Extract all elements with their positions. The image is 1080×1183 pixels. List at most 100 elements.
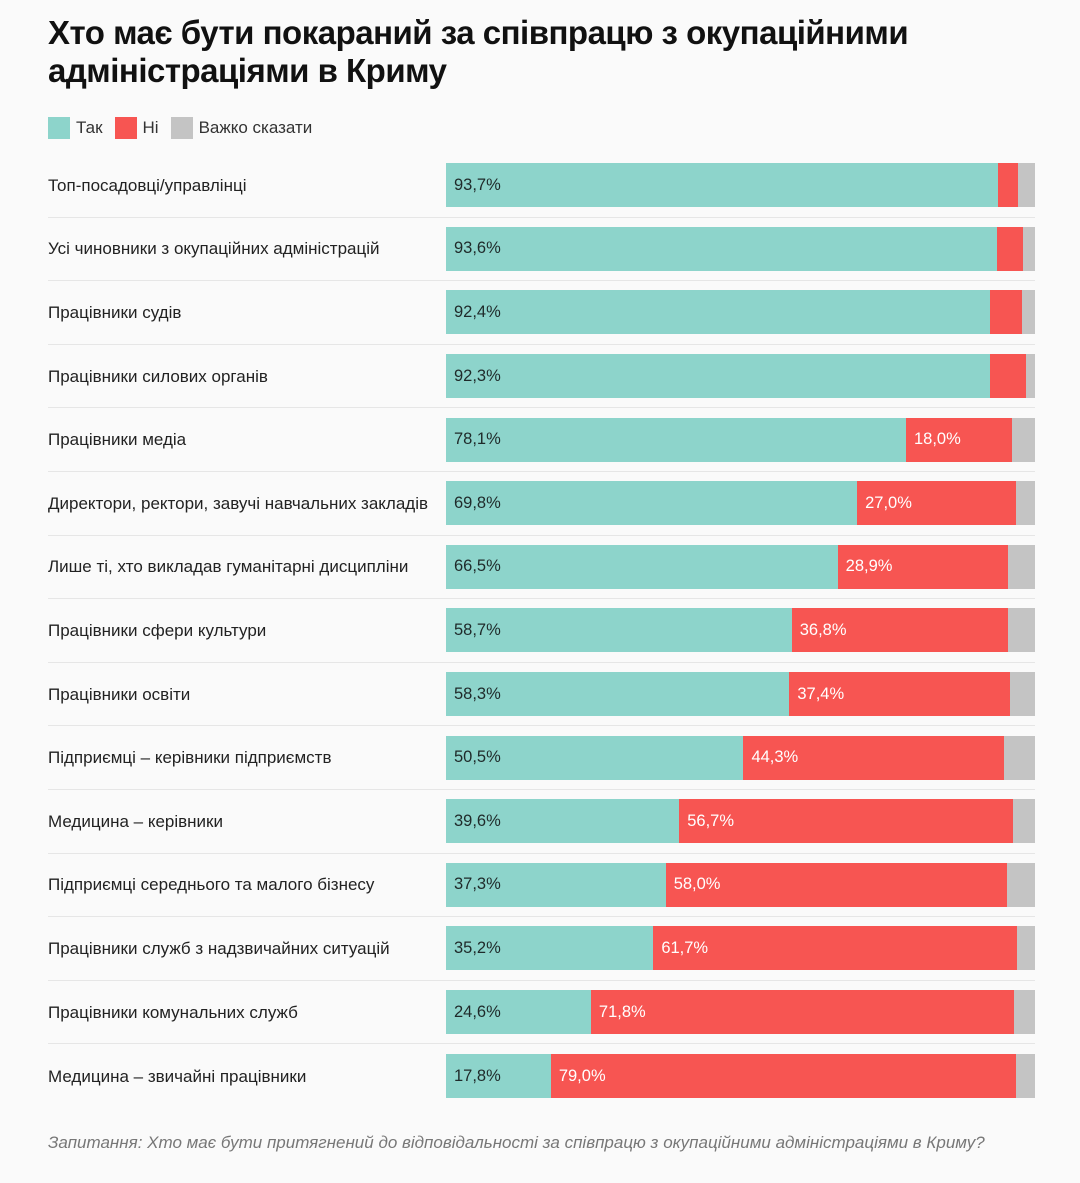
category-label: Працівники медіа (48, 430, 187, 450)
stacked-bar: 92,4% (446, 290, 1035, 335)
bar-segment-no (997, 163, 1018, 208)
bar-segment-no: 58,0% (665, 862, 1008, 907)
bar-segment-hard-to-say (1016, 481, 1035, 526)
legend: Так Ні Важко сказати (48, 117, 324, 139)
legend-label: Ні (142, 118, 159, 137)
data-label: 92,4% (454, 302, 501, 321)
data-label: 17,8% (454, 1066, 501, 1085)
bar-segment-no: 18,0% (906, 417, 1013, 462)
bar-segment-hard-to-say (1022, 290, 1035, 335)
chart-row: Працівники медіа 78,1% 18,0% (48, 408, 1035, 472)
bar-segment-no: 61,7% (653, 926, 1017, 971)
legend-item: Ні (114, 117, 159, 139)
stacked-bar: 50,5% 44,3% (446, 735, 1035, 780)
data-label: 92,3% (454, 366, 501, 385)
legend-label: Так (76, 118, 103, 137)
data-label: 58,0% (673, 875, 721, 894)
chart-row: Підприємці – керівники підприємств 50,5% 4… (48, 726, 1035, 790)
category-label: Усі чиновники з окупаційних адміністраці… (48, 239, 380, 259)
category-label: Підприємці середнього та малого бізнесу (48, 875, 375, 895)
bar-segment-no (990, 290, 1023, 335)
bar-segment-hard-to-say (1023, 226, 1035, 271)
bar-segment-no: 36,8% (791, 608, 1009, 653)
category-label: Працівники силових органів (48, 366, 268, 386)
data-label: 69,8% (454, 493, 501, 512)
category-label: Директори, ректори, завучі навчальних за… (48, 493, 429, 513)
data-label: 58,3% (454, 684, 501, 703)
bar-segment-hard-to-say (1025, 354, 1035, 399)
stacked-bar: 78,1% 18,0% (446, 417, 1035, 462)
bar-segment-no: 56,7% (679, 799, 1014, 844)
chart-row: Лише ті, хто викладав гуманітарні дисцип… (48, 536, 1035, 600)
bar-segment-hard-to-say (1013, 990, 1035, 1035)
category-label: Працівники сфери культури (48, 620, 267, 640)
data-label: 78,1% (454, 430, 501, 449)
legend-item: Важко сказати (170, 117, 313, 139)
bar-segment-no: 37,4% (789, 672, 1010, 717)
stacked-bar: 69,8% 27,0% (446, 481, 1035, 526)
bar-segment-yes: 24,6% (446, 990, 591, 1035)
chart-row: Директори, ректори, завучі навчальних за… (48, 472, 1035, 536)
category-label: Працівники служб з надзвичайних ситуацій (48, 938, 390, 958)
stacked-bar: 58,7% 36,8% (446, 608, 1035, 653)
stacked-bar: 58,3% 37,4% (446, 672, 1035, 717)
bar-segment-hard-to-say (1017, 163, 1035, 208)
chart-row: Медицина – керівники 39,6% 56,7% (48, 790, 1035, 854)
bar-segment-yes: 39,6% (446, 799, 680, 844)
category-label: Працівники освіти (48, 684, 191, 704)
bar-segment-hard-to-say (1016, 1054, 1035, 1099)
bar-segment-yes: 50,5% (446, 735, 744, 780)
bar-segment-yes: 92,3% (446, 354, 990, 399)
data-label: 66,5% (454, 557, 501, 576)
chart-rows: Топ-посадовці/управлінці 93,7% Усі чиновни… (48, 154, 1035, 1108)
data-label: 37,4% (797, 684, 845, 703)
chart-row: Усі чиновники з окупаційних адміністраці… (48, 218, 1035, 282)
bar-segment-no (997, 226, 1024, 271)
bar-segment-no: 27,0% (857, 481, 1017, 526)
bar-segment-hard-to-say (1012, 417, 1035, 462)
legend-label: Важко сказати (198, 118, 313, 137)
data-label: 50,5% (454, 748, 501, 767)
bar-segment-yes: 58,3% (446, 672, 790, 717)
data-label: 36,8% (799, 620, 847, 639)
data-label: 93,7% (454, 175, 501, 194)
chart-row: Працівники судів 92,4% (48, 281, 1035, 345)
chart-row: Працівники сфери культури 58,7% 36,8% (48, 599, 1035, 663)
bar-segment-no: 28,9% (837, 544, 1008, 589)
data-label: 24,6% (454, 1002, 501, 1021)
bar-segment-yes: 93,7% (446, 163, 998, 208)
chart-row: Працівники силових органів 92,3% (48, 345, 1035, 409)
bar-segment-hard-to-say (1007, 544, 1035, 589)
bar-segment-yes: 92,4% (446, 290, 991, 335)
bar-segment-hard-to-say (1016, 926, 1035, 971)
bar-segment-no: 79,0% (550, 1054, 1017, 1099)
bar-segment-hard-to-say (1007, 862, 1035, 907)
chart-row: Працівники освіти 58,3% 37,4% (48, 663, 1035, 727)
bar-segment-no: 44,3% (743, 735, 1005, 780)
data-label: 79,0% (558, 1066, 606, 1085)
data-label: 44,3% (751, 748, 799, 767)
bar-segment-yes: 58,7% (446, 608, 792, 653)
data-label: 71,8% (598, 1002, 646, 1021)
data-label: 37,3% (454, 875, 501, 894)
data-label: 27,0% (865, 493, 912, 512)
legend-item: Так (48, 117, 103, 139)
stacked-bar: 66,5% 28,9% (446, 544, 1035, 589)
bar-segment-hard-to-say (1013, 799, 1035, 844)
chart-row: Працівники служб з надзвичайних ситуацій… (48, 917, 1035, 981)
bar-segment-yes: 69,8% (446, 481, 858, 526)
bar-segment-hard-to-say (1004, 735, 1035, 780)
chart-row: Топ-посадовці/управлінці 93,7% (48, 154, 1035, 218)
data-label: 28,9% (845, 557, 893, 576)
footnote-question: Запитання: Хто має бути притягнений до в… (48, 1133, 985, 1152)
bar-segment-yes: 78,1% (446, 417, 906, 462)
stacked-bar: 93,6% (446, 226, 1035, 271)
stacked-bar: 93,7% (446, 163, 1035, 208)
chart-title: Хто має бути покараний за співпрацю з ок… (48, 14, 909, 89)
stacked-bar: 37,3% 58,0% (446, 862, 1035, 907)
category-label: Лише ті, хто викладав гуманітарні дисцип… (48, 557, 409, 577)
chart-row: Підприємці середнього та малого бізнесу 3… (48, 854, 1035, 918)
data-label: 58,7% (454, 620, 501, 639)
category-label: Підприємці – керівники підприємств (48, 748, 332, 768)
category-label: Топ-посадовці/управлінці (48, 175, 247, 195)
